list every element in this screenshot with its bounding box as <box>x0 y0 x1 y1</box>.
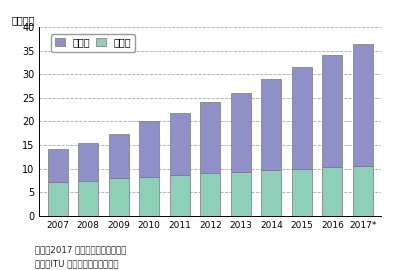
Text: （億人）: （億人） <box>12 15 35 25</box>
Bar <box>261 170 281 216</box>
Bar <box>261 79 281 170</box>
Bar <box>353 166 373 216</box>
Bar <box>292 169 312 216</box>
Bar <box>200 102 220 173</box>
Bar <box>231 172 251 216</box>
Bar <box>78 143 98 181</box>
Bar <box>139 177 159 216</box>
Bar <box>353 45 373 166</box>
Bar <box>170 113 190 176</box>
Bar <box>322 55 342 167</box>
Text: 備考：2017 年のデータは予測値。: 備考：2017 年のデータは予測値。 <box>35 246 127 255</box>
Bar <box>78 181 98 216</box>
Bar <box>48 181 68 216</box>
Bar <box>322 167 342 216</box>
Bar <box>292 67 312 169</box>
Bar <box>200 173 220 216</box>
Bar <box>109 134 129 178</box>
Legend: 途上国, 先進国: 途上国, 先進国 <box>51 34 135 52</box>
Bar <box>139 122 159 177</box>
Text: 資料：ITU から経済産業省作成。: 資料：ITU から経済産業省作成。 <box>35 259 119 268</box>
Bar <box>109 178 129 216</box>
Bar <box>48 149 68 181</box>
Bar <box>231 93 251 172</box>
Bar <box>170 176 190 216</box>
